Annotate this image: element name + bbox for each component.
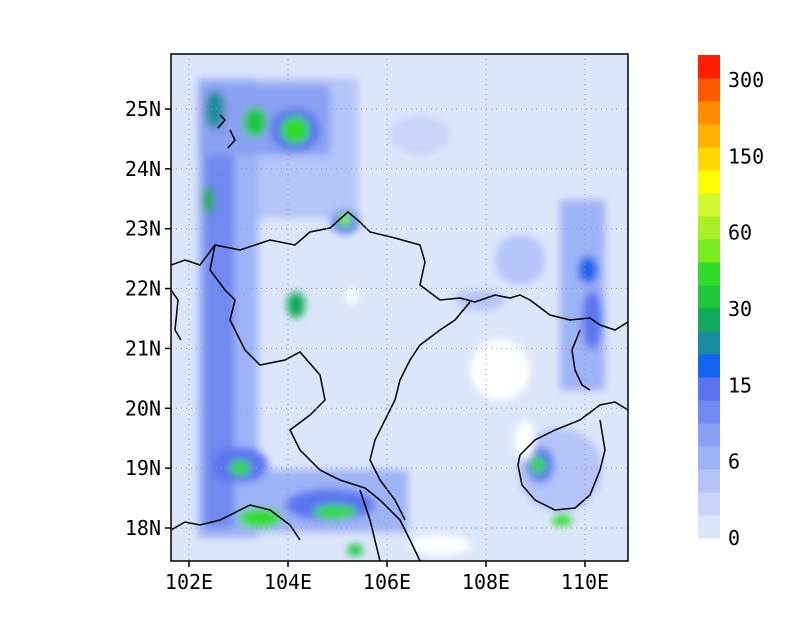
colorbar-swatch xyxy=(698,469,720,493)
colorbar-swatch xyxy=(698,423,720,447)
colorbar-swatch xyxy=(698,308,720,332)
colorbar-swatch xyxy=(698,492,720,516)
colorbar-swatch xyxy=(698,377,720,401)
colorbar-label: 150 xyxy=(728,144,764,168)
colorbar-swatch xyxy=(698,354,720,378)
coastlines xyxy=(171,114,628,561)
colorbar-label: 0 xyxy=(728,526,740,550)
colorbar-swatch xyxy=(698,285,720,309)
lat-tick-label: 20N xyxy=(125,396,161,420)
colorbar-swatch xyxy=(698,147,720,171)
colorbar-swatch xyxy=(698,216,720,240)
colorbar-swatch xyxy=(698,515,720,539)
lat-tick-label: 19N xyxy=(125,456,161,480)
contours xyxy=(198,78,605,556)
map-frame xyxy=(170,53,629,562)
gridlines xyxy=(171,54,628,561)
colorbar: 0 6 15 30 60 150 300 xyxy=(698,55,764,550)
colorbar-swatch xyxy=(698,78,720,102)
colorbar-label: 15 xyxy=(728,373,752,397)
colorbar-label: 6 xyxy=(728,450,740,474)
field xyxy=(171,54,628,561)
colorbar-swatch xyxy=(698,400,720,424)
lon-tick-label: 110E xyxy=(561,570,609,594)
colorbar-label: 30 xyxy=(728,297,752,321)
lon-tick-label: 102E xyxy=(165,570,213,594)
lat-tick-label: 22N xyxy=(125,277,161,301)
lat-tick-label: 25N xyxy=(125,97,161,121)
colorbar-swatch xyxy=(698,193,720,217)
colorbar-swatch xyxy=(698,331,720,355)
axis-ticks: 102E 104E 106E 108E 110E 18N 19N 20N 21N 22N 23N 24… xyxy=(125,97,609,594)
colorbar-swatch xyxy=(698,124,720,148)
colorbar-swatch xyxy=(698,446,720,470)
colorbar-swatch xyxy=(698,55,720,79)
colorbar-swatch xyxy=(698,101,720,125)
colorbar-swatch xyxy=(698,239,720,263)
lon-tick-label: 104E xyxy=(264,570,312,594)
colorbar-swatch xyxy=(698,262,720,286)
lat-tick-label: 18N xyxy=(125,516,161,540)
lon-tick-label: 108E xyxy=(462,570,510,594)
colorbar-label: 60 xyxy=(728,221,752,245)
lat-tick-label: 23N xyxy=(125,217,161,241)
colorbar-label: 300 xyxy=(728,68,764,92)
lon-tick-label: 106E xyxy=(363,570,411,594)
lat-tick-label: 21N xyxy=(125,336,161,360)
lat-tick-label: 24N xyxy=(125,157,161,181)
colorbar-swatch xyxy=(698,170,720,194)
